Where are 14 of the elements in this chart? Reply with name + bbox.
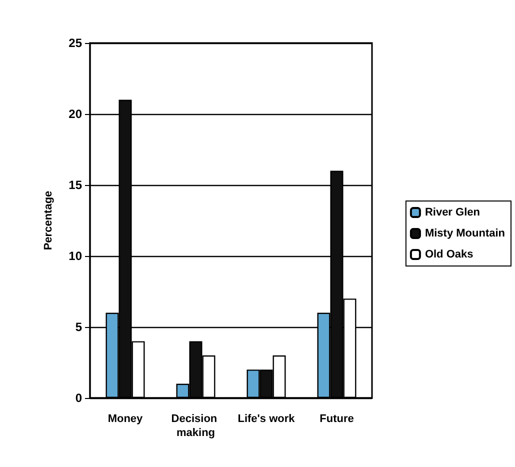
y-tick-label: 0	[75, 391, 82, 405]
y-tick-label: 5	[75, 320, 82, 334]
y-axis-title: Percentage	[42, 190, 54, 250]
legend-label: Old Oaks	[424, 248, 474, 260]
y-tick-label: 25	[68, 36, 82, 50]
x-tick-label: Decision making	[171, 413, 220, 439]
y-tick-label: 15	[68, 178, 82, 192]
legend-label: River Glen	[424, 206, 480, 218]
y-tick-label: 20	[68, 107, 82, 121]
x-tick-label: Money	[108, 413, 144, 425]
x-tick-label: Future	[320, 413, 354, 425]
y-tick-label: 10	[68, 249, 82, 263]
x-tick-label: Life's work	[238, 413, 296, 425]
legend-label: Misty Mountain	[424, 228, 506, 240]
